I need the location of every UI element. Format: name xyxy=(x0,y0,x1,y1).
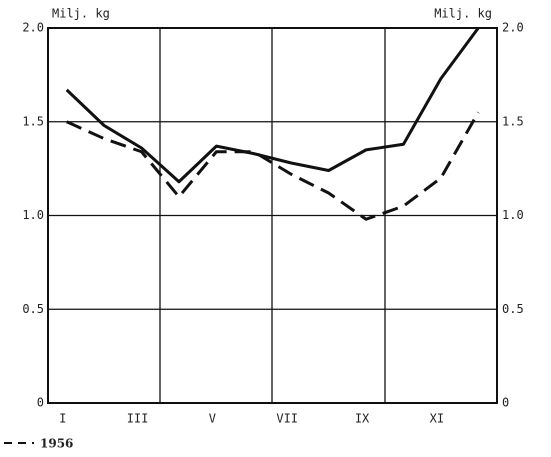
y-tick-label: 1.5 xyxy=(22,114,44,128)
x-tick-label: XI xyxy=(430,412,444,426)
x-tick-label: I xyxy=(59,412,66,426)
line-series xyxy=(65,27,480,184)
y2-tick-label: 1.0 xyxy=(502,208,524,222)
y-tick-label: 0.5 xyxy=(22,302,44,316)
x-tick-label: VII xyxy=(276,412,298,426)
x-tick-label: III xyxy=(127,412,149,426)
y2-tick-label: 0 xyxy=(502,396,509,410)
line-series xyxy=(66,111,480,221)
x-tick-label: V xyxy=(209,412,216,426)
y-tick-label: 2.0 xyxy=(22,21,44,35)
y2-tick-label: 0.5 xyxy=(502,302,524,316)
y2-axis-label: Milj. kg xyxy=(434,7,492,21)
y-tick-label: 0 xyxy=(37,396,44,410)
y2-tick-label: 1.5 xyxy=(502,114,524,128)
x-tick-label: IX xyxy=(355,412,370,426)
legend-label: 1956 xyxy=(40,437,73,451)
y-axis-label: Milj. kg xyxy=(52,7,110,21)
y2-tick-label: 2.0 xyxy=(502,21,524,35)
y-tick-label: 1.0 xyxy=(22,208,44,222)
